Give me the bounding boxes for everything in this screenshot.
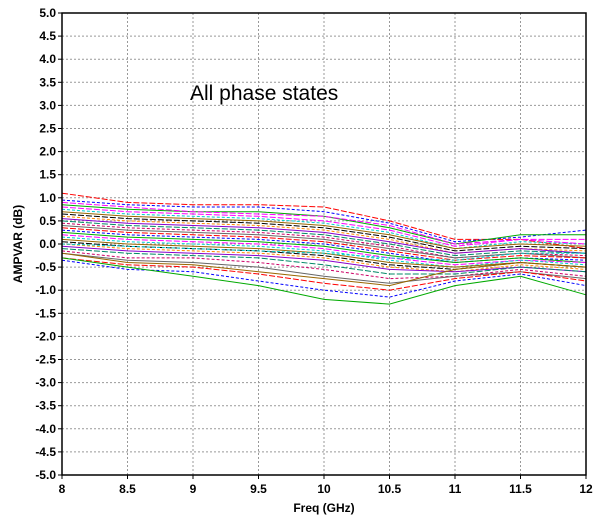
series-line [61,252,587,287]
series-line [61,236,587,268]
series-line [61,204,586,245]
y-axis-label: AMPVAR (dB) [11,205,25,283]
series-line [61,192,587,250]
y-tick-label: 0.5 [39,214,56,228]
series-line [61,252,587,284]
y-tick-label: -1.0 [35,283,56,297]
y-tick-label: 3.5 [39,75,56,89]
y-tick-label: 5.0 [39,6,56,20]
series-line [61,229,587,264]
y-tick-label: -1.5 [35,306,56,320]
y-tick-label: 4.0 [39,52,56,66]
series-lines [61,192,587,305]
y-tick-label: 1.0 [39,191,56,205]
series-line [61,225,587,259]
x-tick-label: 11.5 [509,482,532,496]
y-tick-label: 2.0 [39,145,56,159]
y-tick-label: -4.5 [35,445,56,459]
series-line [61,250,587,280]
series-line [61,201,587,245]
series-line [61,211,587,250]
y-tick-label: 2.5 [39,122,56,136]
y-tick-label: -4.0 [35,422,56,436]
y-tick-label: -0.5 [35,260,56,274]
y-tick-label: -2.5 [35,353,56,367]
series-line [61,218,587,254]
x-tick-label: 11 [449,482,462,496]
annotation-text: All phase states [190,82,338,105]
series-line [61,245,587,273]
series-line [61,199,587,243]
x-tick-label: 12 [579,482,593,496]
x-tick-label: 8 [59,482,66,496]
series-line [61,215,587,254]
y-tick-label: -5.0 [35,468,56,482]
series-line [61,231,587,264]
x-tick-label: 9.5 [250,482,267,496]
x-tick-label: 10 [317,482,331,496]
y-tick-label: 3.0 [39,98,56,112]
y-tick-label: -3.5 [35,399,56,413]
y-tick-label: -3.0 [35,376,56,390]
x-tick-label: 9 [190,482,197,496]
y-tick-label: -2.0 [35,329,56,343]
y-tick-label: 1.5 [39,168,56,182]
x-tick-label: 8.5 [119,482,136,496]
series-line [61,222,587,259]
series-line [61,243,586,261]
x-tick-label: 10.5 [378,482,402,496]
x-axis-ticks: 8 8.5 9 9.5 10 10.5 11 11.5 12 [59,475,593,496]
y-tick-label: 0.0 [39,237,56,251]
x-axis-label: Freq (GHz) [293,501,354,515]
series-line [61,208,587,250]
series-line [61,257,587,305]
y-axis-ticks: 5.0 4.5 4.0 3.5 3.0 2.5 2.0 1.5 1.0 0.5 0.0 -0.5 -1.… [35,6,62,482]
y-tick-label: 4.5 [39,29,56,43]
series-line [61,243,587,273]
